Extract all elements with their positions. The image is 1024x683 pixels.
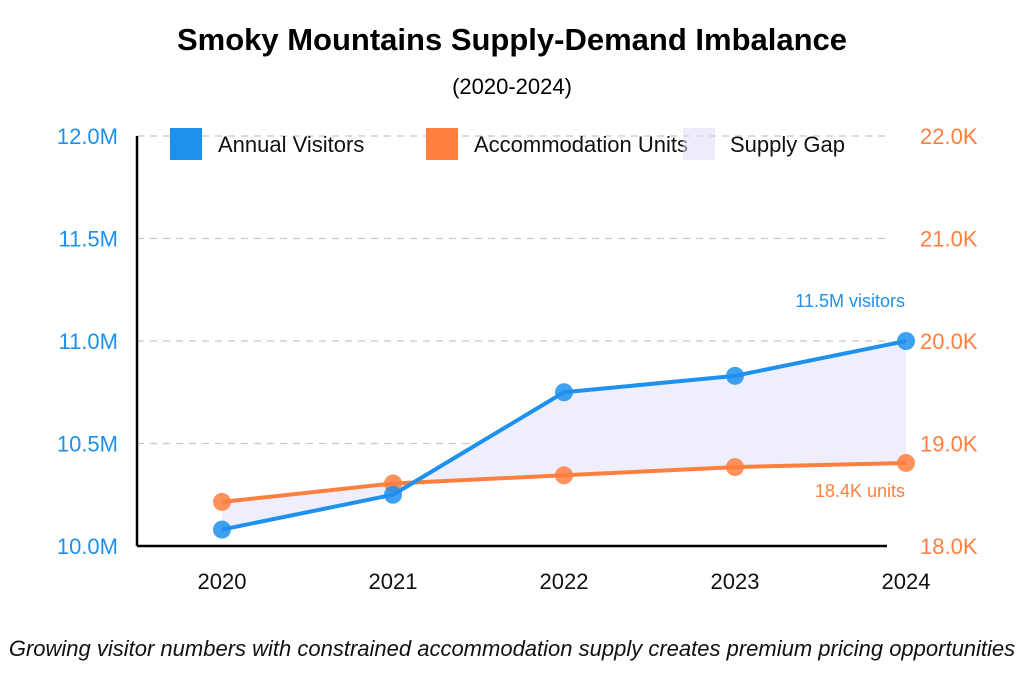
y-left-tick-label: 11.0M	[58, 329, 118, 354]
visitors-point	[384, 485, 402, 504]
visitors-point	[726, 366, 744, 385]
x-tick-label: 2024	[882, 569, 931, 594]
series-points-layer	[213, 332, 915, 539]
x-tick-label: 2020	[198, 569, 247, 594]
units-point	[555, 466, 573, 485]
supply-gap-area-layer	[222, 341, 906, 530]
units-point	[897, 453, 915, 472]
legend-swatch-units	[426, 128, 458, 160]
y-right-tick-label: 22.0K	[920, 124, 978, 149]
y-left-tick-label: 11.5M	[58, 227, 118, 252]
y-right-tick-label: 20.0K	[920, 329, 978, 354]
chart-subtitle: (2020-2024)	[452, 74, 572, 99]
legend-swatch-visitors	[170, 128, 202, 160]
chart-caption: Growing visitor numbers with constrained…	[9, 636, 1015, 661]
x-tick-label: 2023	[711, 569, 760, 594]
y-left-tick-label: 10.0M	[57, 534, 118, 559]
y-right-tick-label: 19.0K	[920, 432, 978, 457]
legend-label-units: Accommodation Units	[474, 132, 688, 157]
legend-swatch-gap	[683, 128, 715, 160]
legend: Annual Visitors Accommodation Units Supp…	[170, 128, 845, 160]
tick-labels-layer: 10.0M 10.5M 11.0M 11.5M 12.0M 18.0K 19.0K 20.0K…	[57, 124, 978, 594]
supply-gap-area	[222, 341, 906, 530]
annotations-layer: 11.5M visitors 18.4K units	[795, 291, 905, 501]
y-right-tick-label: 18.0K	[920, 534, 978, 559]
visitors-point	[897, 332, 915, 350]
units-point	[213, 492, 231, 511]
axes-layer	[135, 136, 887, 548]
annotation-visitors: 11.5M visitors	[795, 291, 905, 311]
units-point	[726, 458, 744, 477]
visitors-point	[555, 383, 573, 402]
chart-title: Smoky Mountains Supply-Demand Imbalance	[177, 22, 847, 57]
y-left-tick-label: 10.5M	[57, 432, 118, 457]
x-tick-label: 2022	[540, 569, 589, 594]
y-left-tick-label: 12.0M	[57, 124, 118, 149]
visitors-point	[213, 520, 231, 539]
x-tick-label: 2021	[369, 569, 418, 594]
legend-label-gap: Supply Gap	[730, 132, 845, 157]
y-right-tick-label: 21.0K	[920, 227, 978, 252]
legend-label-visitors: Annual Visitors	[218, 132, 364, 157]
annotation-units: 18.4K units	[815, 481, 905, 501]
